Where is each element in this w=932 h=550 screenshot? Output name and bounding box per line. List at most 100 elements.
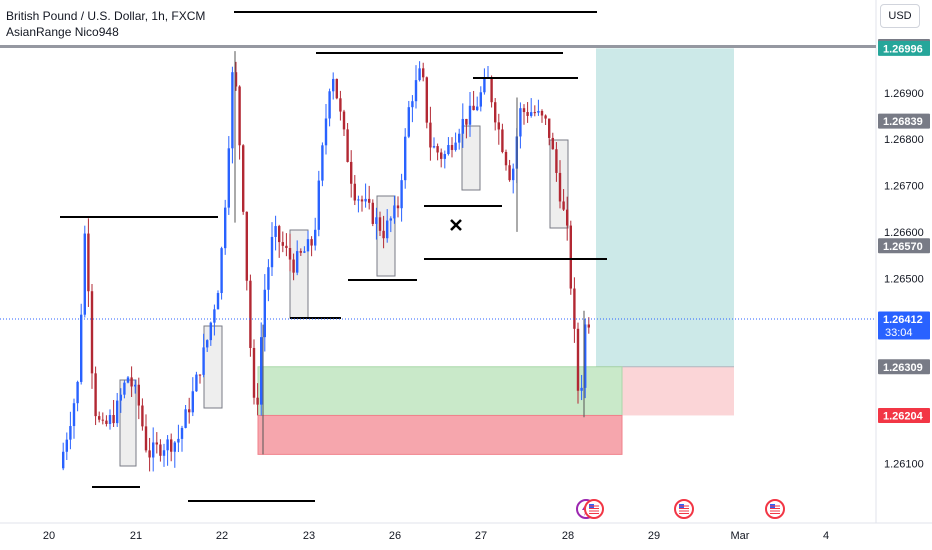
candle-body	[62, 451, 65, 469]
price-tag-label: 1.26570	[883, 241, 923, 253]
candle-body	[252, 347, 256, 398]
candle-body	[378, 217, 382, 231]
candle-body	[299, 251, 302, 253]
position-target-zone	[596, 48, 734, 367]
candle-body	[80, 314, 83, 382]
candle-body	[425, 77, 428, 123]
candle-body	[526, 112, 529, 116]
time-tick-label: 22	[216, 530, 228, 542]
candle-body	[94, 373, 97, 417]
candle-body	[184, 409, 187, 428]
candle-body	[238, 86, 241, 146]
candle-body	[508, 165, 511, 181]
indicator-name[interactable]: AsianRange Nico948	[6, 25, 119, 39]
price-tag-bg	[878, 40, 930, 56]
candle-body	[504, 151, 508, 166]
candle-body	[105, 420, 108, 424]
candle-body	[468, 105, 472, 125]
candle-body	[400, 180, 403, 209]
candle-body	[328, 91, 331, 119]
candles	[62, 51, 590, 472]
candle-body	[65, 439, 68, 452]
candle-body	[141, 405, 144, 427]
candle-body	[270, 236, 274, 268]
time-tick-label: 26	[389, 530, 401, 542]
candle-body	[310, 239, 313, 246]
candle-body	[558, 172, 562, 202]
candle-body	[90, 291, 94, 374]
candle-body	[173, 442, 176, 452]
candle-body	[209, 322, 212, 341]
candle-body	[116, 400, 119, 424]
candle-body	[108, 415, 112, 424]
candle-body	[411, 101, 414, 108]
candle-body	[580, 387, 583, 391]
candle-body	[519, 108, 522, 137]
candle-body	[465, 118, 468, 125]
demand-zone-red	[257, 414, 623, 455]
candle-body	[458, 133, 461, 143]
candle-body	[72, 403, 76, 427]
candle-body	[364, 198, 367, 202]
price-tick-label: 1.26900	[884, 88, 924, 100]
price-tick-label: 1.26600	[884, 227, 924, 239]
candle-body	[450, 145, 454, 150]
price-tag: 1.26839	[878, 113, 930, 129]
price-tick-label: 1.26100	[884, 459, 924, 471]
candle-body	[418, 68, 421, 81]
candle-body	[530, 112, 533, 116]
candle-body	[339, 98, 342, 112]
price-tag: 1.26309	[878, 359, 930, 375]
candle-body	[443, 154, 446, 159]
price-tag: 1.26570	[878, 238, 930, 254]
us-flag-icon[interactable]	[584, 499, 604, 519]
us-flag-icon[interactable]	[765, 499, 785, 519]
candle-body	[414, 80, 418, 102]
candle-body	[234, 72, 238, 87]
candle-body	[159, 444, 162, 456]
candle-body	[267, 267, 270, 290]
candle-body	[98, 416, 101, 420]
candle-body	[123, 382, 126, 395]
candle-body	[69, 426, 72, 440]
candle-body	[533, 112, 536, 114]
candle-body	[202, 347, 205, 375]
candle-body	[134, 384, 137, 387]
us-flag-icon[interactable]	[674, 499, 694, 519]
candle-body	[483, 78, 486, 93]
candle-body	[83, 233, 86, 315]
candle-body	[512, 168, 515, 181]
candle-body	[353, 183, 356, 201]
candle-body	[569, 225, 572, 289]
demand-zone-green	[257, 366, 623, 416]
price-tag-bg	[878, 113, 930, 129]
candle-body	[404, 136, 407, 181]
candle-body	[576, 328, 580, 391]
candle-body	[227, 148, 230, 208]
candle-body	[281, 242, 284, 246]
candle-body	[130, 377, 133, 387]
asian-range-box	[461, 125, 481, 191]
candle-body	[429, 122, 432, 148]
candle-body	[447, 145, 450, 155]
candle-body	[162, 450, 166, 456]
time-tick-label: 27	[475, 530, 487, 542]
candle-body	[346, 129, 349, 162]
candle-body	[296, 251, 299, 273]
candle-body	[371, 202, 374, 224]
time-tick-label: 28	[562, 530, 574, 542]
candle-body	[375, 217, 378, 224]
price-tag-label: 1.26309	[883, 362, 923, 374]
candle-body	[584, 324, 587, 388]
price-tag-label: 1.26412	[883, 314, 923, 326]
candle-body	[306, 239, 310, 252]
price-tag-bg	[878, 311, 930, 340]
price-tag-label: 1.26839	[883, 116, 923, 128]
candle-body	[396, 205, 400, 209]
candle-body	[148, 450, 151, 458]
symbol-title[interactable]: British Pound / U.S. Dollar, 1h, FXCM	[6, 9, 206, 23]
candle-body	[191, 391, 194, 413]
currency-button[interactable]: USD	[880, 4, 920, 28]
